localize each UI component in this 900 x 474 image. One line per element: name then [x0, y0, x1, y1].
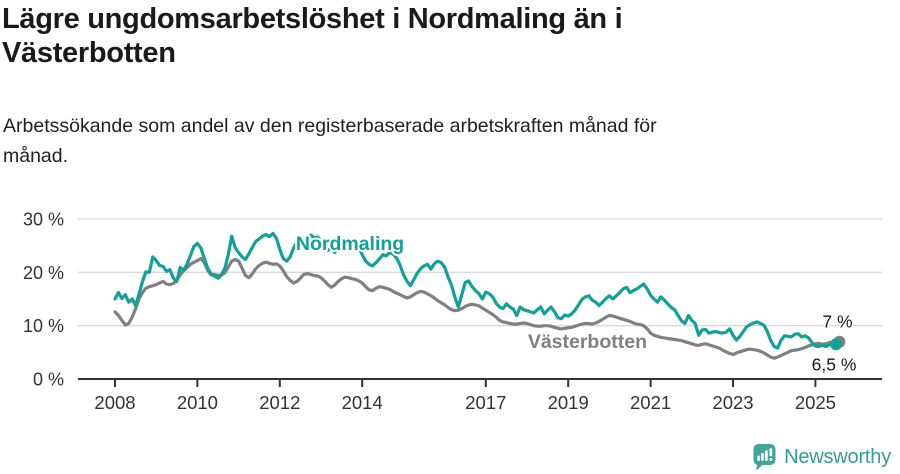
y-axis-tick-label: 20 %	[23, 263, 64, 283]
series-line-nordmaling	[113, 231, 838, 350]
chart-subtitle-line-2: månad.	[3, 145, 69, 167]
x-axis-tick-label: 2017	[465, 392, 506, 413]
newsworthy-branding: Newsworthy	[752, 443, 891, 471]
chart-subtitle-line-1: Arbetssökande som andel av den registerb…	[3, 115, 657, 137]
series-label-västerbotten: Västerbotten	[528, 331, 647, 353]
chart-title-line-1: Lägre ungdomsarbetslöshet i Nordmaling ä…	[2, 3, 623, 35]
newsworthy-brand-name: Newsworthy	[784, 445, 891, 468]
chart-subtitle: Arbetssökande som andel av den registerb…	[3, 111, 843, 171]
end-value-label-västerbotten: 7 %	[822, 312, 852, 332]
x-axis-tick-label: 2010	[177, 392, 218, 413]
y-axis-tick-label: 10 %	[23, 316, 64, 336]
series-end-dot-nordmaling	[830, 338, 842, 351]
y-axis-tick-label: 30 %	[23, 210, 64, 230]
series-label-nordmaling: Nordmaling	[296, 233, 404, 255]
x-axis-tick-label: 2012	[259, 392, 300, 413]
newsworthy-logo-icon	[753, 444, 776, 471]
x-axis-tick-label: 2014	[342, 392, 383, 413]
y-axis-tick-label: 0 %	[33, 370, 64, 390]
end-value-label-nordmaling: 6,5 %	[812, 354, 857, 374]
x-axis-tick-label: 2019	[548, 392, 589, 413]
x-axis-tick-label: 2025	[795, 392, 836, 413]
x-axis-tick-label: 2021	[630, 392, 671, 413]
chart-title: Lägre ungdomsarbetslöshet i Nordmaling ä…	[2, 2, 822, 70]
series-line-västerbotten	[113, 256, 842, 360]
x-axis-tick-label: 2023	[712, 392, 753, 413]
x-axis-tick-label: 2008	[94, 392, 135, 413]
chart-title-line-2: Västerbotten	[2, 37, 176, 69]
